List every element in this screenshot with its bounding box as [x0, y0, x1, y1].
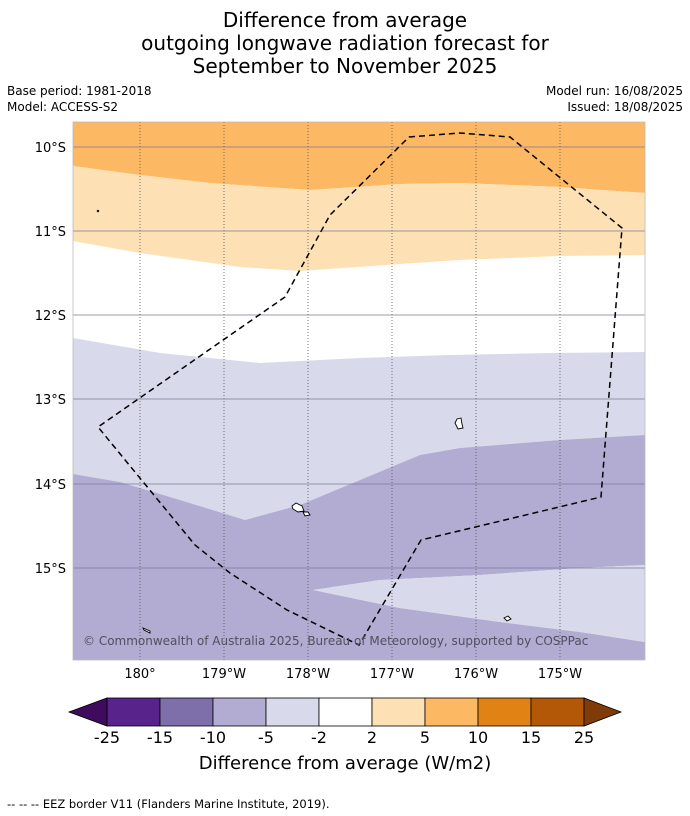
island-niuatoputapu: [503, 615, 512, 622]
lon-label-178w: 178°W: [286, 667, 330, 682]
colorbar-segment: [424, 697, 479, 727]
eez-border: [96, 132, 623, 646]
island-niuafoou: [454, 417, 464, 430]
lon-axis: 180° 179°W 178°W 177°W 176°W 175°W: [124, 667, 582, 682]
islands: [96, 209, 512, 634]
colorbar-segment: [371, 697, 426, 727]
lon-label-177w: 177°W: [370, 667, 414, 682]
band-5-to-10: [73, 122, 645, 193]
colorbar-tick-label: -2: [311, 728, 327, 747]
colorbar-segment: [530, 697, 585, 727]
band-minus2-to-minus5-south: [313, 565, 645, 642]
colorbar-segment: [318, 697, 373, 727]
colorbar-tick-label: -10: [199, 728, 227, 747]
colorbar-extend-high: [583, 697, 623, 727]
colorbar-segment: [106, 697, 161, 727]
title-line-1: Difference from average: [222, 8, 468, 32]
colorbar-tick-label: 15: [520, 728, 542, 747]
lon-label-175w: 175°W: [538, 667, 582, 682]
lon-label-179w: 179°W: [202, 667, 246, 682]
colorbar-extend-low: [67, 697, 108, 727]
colorbar-segment: [477, 697, 532, 727]
model-name: Model: ACCESS-S2: [7, 100, 119, 114]
colorbar-tick-label: 2: [366, 728, 378, 747]
copyright-text: © Commonwealth of Australia 2025, Bureau…: [83, 634, 588, 648]
island-west-tip: [142, 627, 151, 634]
colorbar: [67, 697, 623, 727]
colorbar-tick-label: 10: [467, 728, 489, 747]
colorbar-tick-label: -5: [258, 728, 274, 747]
lat-label-11s: 11°S: [35, 225, 66, 240]
colorbar-segment: [159, 697, 214, 727]
colorbar-tick-label: -25: [93, 728, 121, 747]
colorbar-segment: [212, 697, 267, 727]
lat-label-14s: 14°S: [35, 478, 66, 493]
island-rotuma-dot: [96, 209, 100, 213]
colorbar-tick-label: -15: [146, 728, 174, 747]
island-wallis: [291, 502, 305, 513]
map-frame: [72, 121, 646, 661]
colorbar-tick-label: 25: [573, 728, 595, 747]
title-line-2: outgoing longwave radiation forecast for: [141, 31, 549, 55]
issued-date: Issued: 18/08/2025: [567, 100, 683, 114]
colorbar-segment: [265, 697, 320, 727]
island-wallis-islet: [302, 511, 311, 517]
title-line-3: September to November 2025: [192, 54, 498, 78]
band-minus5-to-minus10: [73, 435, 645, 660]
lat-axis: 10°S 11°S 12°S 13°S 14°S 15°S: [35, 141, 66, 577]
map-fill-layers: © Commonwealth of Australia 2025, Bureau…: [73, 122, 645, 660]
parallels: [73, 146, 645, 569]
lat-label-13s: 13°S: [35, 393, 66, 408]
colorbar-title: Difference from average (W/m2): [198, 753, 492, 774]
eez-legend: -- -- -- EEZ border V11 (Flanders Marine…: [7, 797, 330, 811]
lon-label-180: 180°: [124, 667, 155, 682]
base-period: Base period: 1981-2018: [7, 84, 152, 98]
lat-label-10s: 10°S: [35, 141, 66, 156]
band-minus2-to-minus5: [73, 338, 645, 520]
lat-label-15s: 15°S: [35, 562, 66, 577]
band-2-to-5: [73, 166, 645, 271]
lat-label-12s: 12°S: [35, 309, 66, 324]
model-run: Model run: 16/08/2025: [545, 84, 683, 98]
colorbar-tick-label: 5: [419, 728, 431, 747]
lon-label-176w: 176°W: [454, 667, 498, 682]
